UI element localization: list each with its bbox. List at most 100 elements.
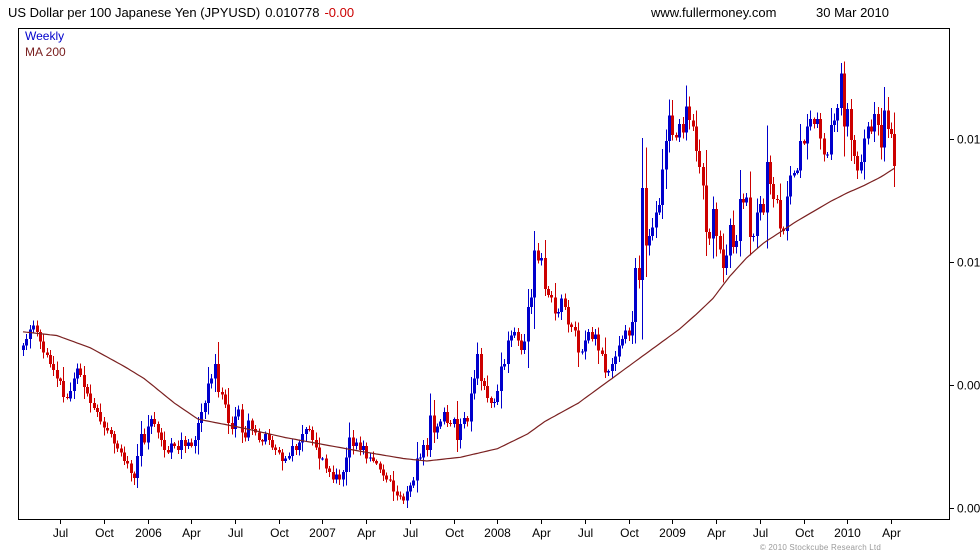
candle-body-down [278, 449, 281, 453]
candle-body-up [745, 197, 748, 203]
candle-body-down [715, 208, 718, 236]
candle-body-up [840, 73, 843, 108]
candle-body-down [42, 341, 45, 353]
legend-ma200-label: MA 200 [25, 45, 66, 59]
candle-body-up [284, 458, 287, 461]
candle-body-up [507, 340, 510, 364]
candle-body-up [712, 208, 715, 239]
candle-body-down [177, 446, 180, 450]
plot-border [18, 28, 950, 520]
y-axis-label: 0.008 [957, 502, 980, 516]
candle-body-up [624, 330, 627, 340]
candle-body-up [513, 331, 516, 336]
candle-body-down [722, 249, 725, 268]
candle-body-up [204, 403, 207, 412]
candle-body-down [83, 374, 86, 388]
candle-body-down [392, 480, 395, 492]
candle-body-down [328, 468, 331, 472]
candle-body-up [786, 196, 789, 231]
candle-body-down [258, 432, 261, 441]
candle-body-down [544, 258, 547, 289]
candle-body-up [863, 138, 866, 163]
candle-body-up [614, 356, 617, 364]
candle-body-up [453, 419, 456, 424]
candle-body-up [523, 341, 526, 351]
candle-body-down [564, 298, 567, 308]
candle-body-down [688, 106, 691, 121]
candle-body-up [301, 433, 304, 443]
candle-body-down [426, 445, 429, 450]
candle-body-down [399, 495, 402, 497]
website-label: www.fullermoney.com [651, 5, 777, 20]
candle-body-down [52, 363, 55, 370]
candle-body-up [476, 354, 479, 379]
candle-body-up [816, 119, 819, 124]
candle-body-down [742, 199, 745, 203]
candle-body-down [79, 368, 82, 375]
candle-body-up [214, 363, 217, 379]
candle-body-up [22, 345, 25, 351]
candle-body-up [496, 390, 499, 402]
x-axis-label: Jul [53, 526, 68, 540]
candle-body-up [533, 250, 536, 298]
candle-body-up [648, 235, 651, 246]
candle-body-up [725, 255, 728, 268]
candle-body-down [271, 440, 274, 448]
candle-body-down [597, 334, 600, 351]
y-axis-label: 0.011 [957, 133, 980, 147]
candle-body-down [446, 411, 449, 423]
header-bar: US Dollar per 100 Japanese Yen (JPYUSD) 0… [0, 0, 980, 26]
candle-body-down [110, 430, 113, 434]
candle-body-down [244, 432, 247, 438]
candle-body-up [735, 240, 738, 247]
x-axis-label: 2007 [309, 526, 336, 540]
x-axis-label: Oct [795, 526, 814, 540]
candle-body-down [93, 403, 96, 409]
x-axis-label: Apr [182, 526, 201, 540]
candle-body-up [443, 411, 446, 422]
candle-body-down [719, 235, 722, 250]
candle-body-down [843, 73, 846, 127]
candle-body-up [197, 422, 200, 440]
candle-body-up [830, 125, 833, 155]
candle-body-up [655, 212, 658, 228]
candle-body-up [527, 307, 530, 342]
candle-body-down [749, 197, 752, 238]
candle-body-up [298, 442, 301, 450]
candle-body-down [89, 393, 92, 404]
candle-body-up [194, 440, 197, 447]
candle-body-up [510, 335, 513, 341]
candle-body-up [463, 417, 466, 424]
candle-body-up [836, 108, 839, 121]
y-axis-label: 0.01 [957, 256, 980, 270]
candle-body-up [584, 340, 587, 352]
candle-body-down [385, 475, 388, 480]
candle-body-up [860, 162, 863, 171]
candle-body-up [621, 339, 624, 346]
candle-body-up [355, 442, 358, 447]
candle-body-up [291, 446, 294, 456]
candle-body-down [813, 119, 816, 124]
candle-body-up [530, 297, 533, 308]
candle-body-down [39, 331, 42, 342]
candle-body-up [883, 110, 886, 148]
candle-body-up [207, 383, 210, 404]
candle-body-up [147, 426, 150, 443]
candle-body-up [264, 433, 267, 442]
candle-body-up [348, 437, 351, 458]
candle-body-up [409, 485, 412, 492]
candle-body-down [695, 126, 698, 151]
candle-body-down [449, 422, 452, 424]
candle-body-down [163, 440, 166, 450]
candle-body-down [160, 432, 163, 441]
candle-body-down [433, 415, 436, 433]
candle-body-up [140, 433, 143, 456]
candle-body-up [665, 141, 668, 170]
candle-body-down [379, 463, 382, 470]
candle-body-up [503, 363, 506, 367]
candle-body-up [618, 345, 621, 357]
candle-body-down [281, 452, 284, 461]
candle-body-down [853, 139, 856, 156]
candle-body-down [167, 449, 170, 453]
